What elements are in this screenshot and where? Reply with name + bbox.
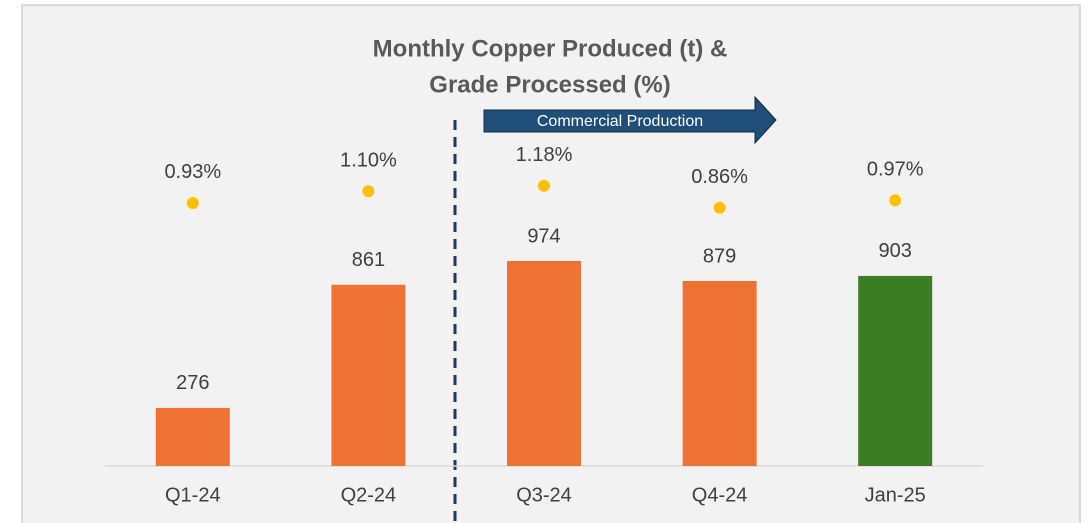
data-label: 0.97% [867,158,924,180]
data-label: 903 [879,240,912,262]
chart-title: Grade Processed (%) [429,71,670,98]
x-tick-label: Jan-25 [865,484,926,506]
bar [507,260,581,466]
bar [331,284,406,466]
dot [186,196,199,209]
bar [682,280,757,466]
annotation: Commercial Production [537,113,703,130]
data-label: 0.86% [691,166,748,188]
data-label: 974 [527,225,560,247]
x-tick-label: Q3-24 [516,484,572,506]
dot [538,179,550,192]
x-tick-label: Q4-24 [692,484,748,506]
bar [858,275,933,466]
data-label: 879 [703,245,736,267]
annotation-arrow [483,95,777,145]
data-label: 861 [352,249,385,271]
bar [155,407,230,466]
dot [713,201,726,214]
data-label: 1.18% [516,144,573,166]
data-label: 1.10% [340,150,397,172]
dot [362,185,375,198]
x-tick-label: Q1-24 [165,484,221,506]
data-label: 276 [176,372,209,394]
chart-title: Monthly Copper Produced (t) & [373,35,728,62]
dot [889,194,902,207]
x-tick-label: Q2-24 [341,484,397,506]
data-label: 0.93% [164,161,221,183]
